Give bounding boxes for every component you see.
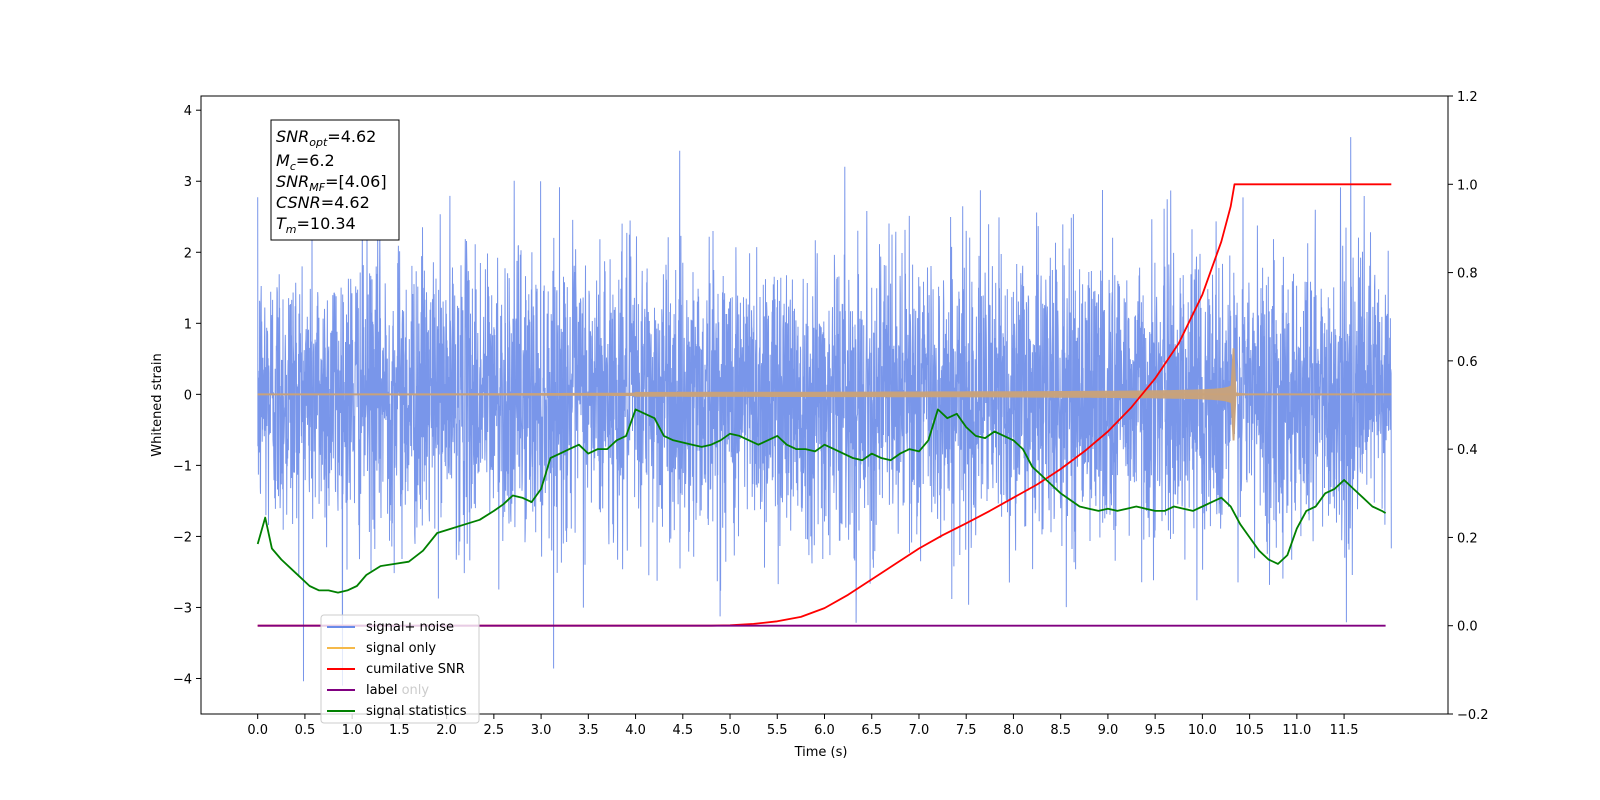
x-tick-label: 0.5 <box>295 723 316 738</box>
y2-tick-label: 0.8 <box>1457 267 1478 282</box>
x-axis-label: Time (s) <box>794 745 848 760</box>
y-axis-label: Whitened strain <box>150 353 165 456</box>
y2-tick-label: 1.0 <box>1457 178 1478 193</box>
x-tick-label: 7.0 <box>909 723 930 738</box>
y2-tick-label: 0.2 <box>1457 531 1478 546</box>
info-snr-mf: SNRMF=[4.06] <box>276 172 387 194</box>
legend-entry-cumulative-snr: cumilative SNR <box>327 662 465 677</box>
y-axis-right: 1.2 1.0 0.8 0.6 0.4 0.2 0.0 −0.2 <box>1448 90 1489 723</box>
x-tick-label: 4.5 <box>672 723 693 738</box>
legend-entry-signal-noise: signal+ noise <box>327 620 454 635</box>
y2-tick-label: 0.0 <box>1457 620 1478 635</box>
x-tick-label: 1.0 <box>342 723 363 738</box>
legend-entry-label: label <box>327 683 397 698</box>
info-mc: Mc=6.2 <box>276 151 335 173</box>
y-tick-label: 4 <box>184 104 192 119</box>
x-tick-label: 4.0 <box>625 723 646 738</box>
svg-text:cumilative SNR: cumilative SNR <box>366 662 465 677</box>
info-snr-opt: SNRopt=4.62 <box>276 127 376 149</box>
series-layer <box>256 137 1392 686</box>
y-axis-left: 4 3 2 1 0 −1 −2 −3 −4 <box>173 104 201 687</box>
info-box: SNRopt=4.62 Mc=6.2 SNRMF=[4.06] CSNR=4.6… <box>270 119 400 241</box>
x-tick-label: 10.5 <box>1235 723 1264 738</box>
y-tick-label: −2 <box>173 530 192 545</box>
legend: signal+ noise signal only cumilative SNR… <box>320 614 480 724</box>
series-signal-statistics <box>256 408 1387 594</box>
x-tick-label: 0.0 <box>247 723 268 738</box>
x-tick-label: 9.5 <box>1145 723 1166 738</box>
y-tick-label: −4 <box>173 672 192 687</box>
x-tick-label: 5.0 <box>720 723 741 738</box>
svg-text:signal statistics: signal statistics <box>366 704 467 719</box>
x-tick-label: 2.5 <box>484 723 505 738</box>
x-tick-label: 5.5 <box>767 723 788 738</box>
y2-tick-label: 1.2 <box>1457 90 1478 105</box>
series-signal-noise <box>257 137 1392 686</box>
y-tick-label: 1 <box>184 317 192 332</box>
x-tick-label: 8.0 <box>1003 723 1024 738</box>
x-tick-label: 11.5 <box>1330 723 1359 738</box>
svg-text:label: label <box>366 683 397 698</box>
y2-tick-label: 0.4 <box>1457 443 1478 458</box>
y-tick-label: 2 <box>184 246 192 261</box>
y-tick-label: −1 <box>173 459 192 474</box>
y-tick-label: 3 <box>184 175 192 190</box>
y-tick-label: −3 <box>173 601 192 616</box>
x-tick-label: 3.0 <box>531 723 552 738</box>
legend-entry-signal-only: signal only <box>327 641 436 656</box>
info-csnr: CSNR=4.62 <box>276 193 370 212</box>
x-tick-label: 1.5 <box>389 723 410 738</box>
x-tick-label: 11.0 <box>1282 723 1311 738</box>
series-cumulative-snr <box>257 183 1392 627</box>
x-tick-label: 7.5 <box>956 723 977 738</box>
svg-text:signal+ noise: signal+ noise <box>366 620 454 635</box>
x-tick-label: 8.5 <box>1050 723 1071 738</box>
x-tick-label: 10.0 <box>1188 723 1217 738</box>
x-tick-label: 2.0 <box>436 723 457 738</box>
legend-entry-signal-statistics: signal statistics <box>327 704 467 719</box>
y2-tick-label: 0.6 <box>1457 355 1478 370</box>
svg-text:label only: label only <box>366 683 429 698</box>
x-tick-label: 6.5 <box>861 723 882 738</box>
x-tick-label: 6.0 <box>814 723 835 738</box>
x-axis: 0.0 0.5 1.0 1.5 2.0 2.5 3.0 3.5 4.0 4.5 5.0 5.5 6.0 6… <box>247 714 1359 738</box>
x-tick-label: 9.0 <box>1098 723 1119 738</box>
legend-entry-label-only: label only <box>366 683 429 698</box>
x-tick-label: 3.5 <box>578 723 599 738</box>
y2-tick-label: −0.2 <box>1457 708 1489 723</box>
svg-text:signal only: signal only <box>366 641 436 656</box>
info-tm: Tm=10.34 <box>276 214 356 236</box>
y-tick-label: 0 <box>184 388 192 403</box>
